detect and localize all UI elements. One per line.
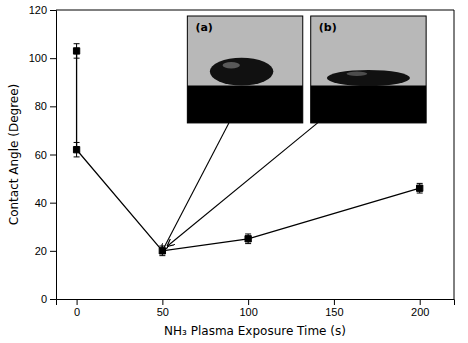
x-tick-label: 0 xyxy=(74,306,80,318)
point xyxy=(417,185,423,191)
x-tick-mark xyxy=(162,299,163,305)
error-bar-cap xyxy=(159,255,165,256)
inset-highlight xyxy=(347,72,368,76)
y-tick: 80 xyxy=(35,100,56,112)
y-tick-mark xyxy=(50,10,56,11)
y-tick-label: 80 xyxy=(35,100,47,112)
y-tick: 40 xyxy=(35,197,56,209)
droplet-inset: (a) xyxy=(187,16,302,123)
point xyxy=(73,147,79,153)
error-bar xyxy=(74,142,80,156)
error-bar-cap xyxy=(417,193,423,194)
inset-label: (b) xyxy=(319,21,337,34)
error-bar-cap xyxy=(74,156,80,157)
x-axis: 0 50 100 150 200 xyxy=(57,299,455,318)
frame-right xyxy=(454,10,455,299)
x-tick-label: 200 xyxy=(411,306,429,318)
inset-droplet xyxy=(210,58,273,86)
y-tick-label: 0 xyxy=(41,293,47,305)
plot: 0 50 100 150 200 0 20 40 60 80 100 120 (a) (b) xyxy=(29,4,455,318)
y-tick: 60 xyxy=(35,149,56,161)
x-axis-title: NH₃ Plasma Exposure Time (s) xyxy=(164,324,346,338)
y-tick-label: 20 xyxy=(35,245,47,257)
y-tick-mark xyxy=(50,155,56,156)
x-tick: 150 xyxy=(325,299,343,318)
marks xyxy=(73,44,422,256)
line xyxy=(77,51,420,251)
y-tick: 120 xyxy=(29,4,56,16)
error-bar-cap xyxy=(74,142,80,143)
error-bar xyxy=(74,44,80,58)
error-bar-cap xyxy=(417,183,423,184)
point xyxy=(73,48,79,54)
error-bar xyxy=(417,183,423,193)
inset-droplet xyxy=(327,70,410,86)
x-tick-label: 50 xyxy=(157,306,169,318)
y-axis-title: Contact Angle (Degree) xyxy=(7,84,21,226)
error-bar-cap xyxy=(74,58,80,59)
y-tick-mark xyxy=(50,106,56,107)
inset-frame xyxy=(187,16,302,123)
x-axis-line xyxy=(57,300,455,306)
y-tick-label: 40 xyxy=(35,197,47,209)
error-bar-cap xyxy=(245,243,251,244)
inset-label: (a) xyxy=(195,21,212,34)
y-tick-mark xyxy=(50,203,56,204)
inset-substrate xyxy=(187,86,302,123)
error-bar xyxy=(245,234,251,244)
inset-background xyxy=(187,16,302,123)
x-tick-mark xyxy=(420,299,421,305)
y-tick: 20 xyxy=(35,245,56,257)
x-tick: 200 xyxy=(411,299,429,318)
y-tick-label: 60 xyxy=(35,149,47,161)
annotation-arrow xyxy=(162,123,229,251)
error-bar-cap xyxy=(74,43,80,44)
droplet-inset: (b) xyxy=(311,16,426,123)
y-tick-label: 100 xyxy=(29,52,47,64)
y-axis-line xyxy=(50,11,57,300)
x-tick-label: 150 xyxy=(325,306,343,318)
x-tick: 50 xyxy=(157,299,169,318)
x-tick-mark xyxy=(77,299,78,305)
y-tick-label: 120 xyxy=(29,4,47,16)
y-tick-mark xyxy=(50,299,56,300)
x-tick: 100 xyxy=(239,299,257,318)
error-bar-cap xyxy=(245,233,251,234)
x-tick-label: 100 xyxy=(239,306,257,318)
inset-highlight xyxy=(223,62,240,68)
inset-substrate xyxy=(311,86,426,123)
chart: 0 50 100 150 200 0 20 40 60 80 100 120 (a) (b) NH₃ Pla… xyxy=(0,0,468,343)
y-tick-mark xyxy=(50,251,56,252)
point xyxy=(245,236,251,242)
annotation-arrow xyxy=(168,123,318,246)
y-tick: 100 xyxy=(29,52,56,64)
frame-top xyxy=(56,10,454,11)
y-tick-mark xyxy=(50,58,56,59)
x-tick-mark xyxy=(334,299,335,305)
y-tick: 0 xyxy=(41,293,56,305)
y-axis: 0 20 40 60 80 100 120 xyxy=(29,4,57,305)
inset-background xyxy=(311,16,426,123)
point xyxy=(159,248,165,254)
inset-frame xyxy=(311,16,426,123)
x-tick-mark xyxy=(248,299,249,305)
x-tick: 0 xyxy=(74,299,80,318)
